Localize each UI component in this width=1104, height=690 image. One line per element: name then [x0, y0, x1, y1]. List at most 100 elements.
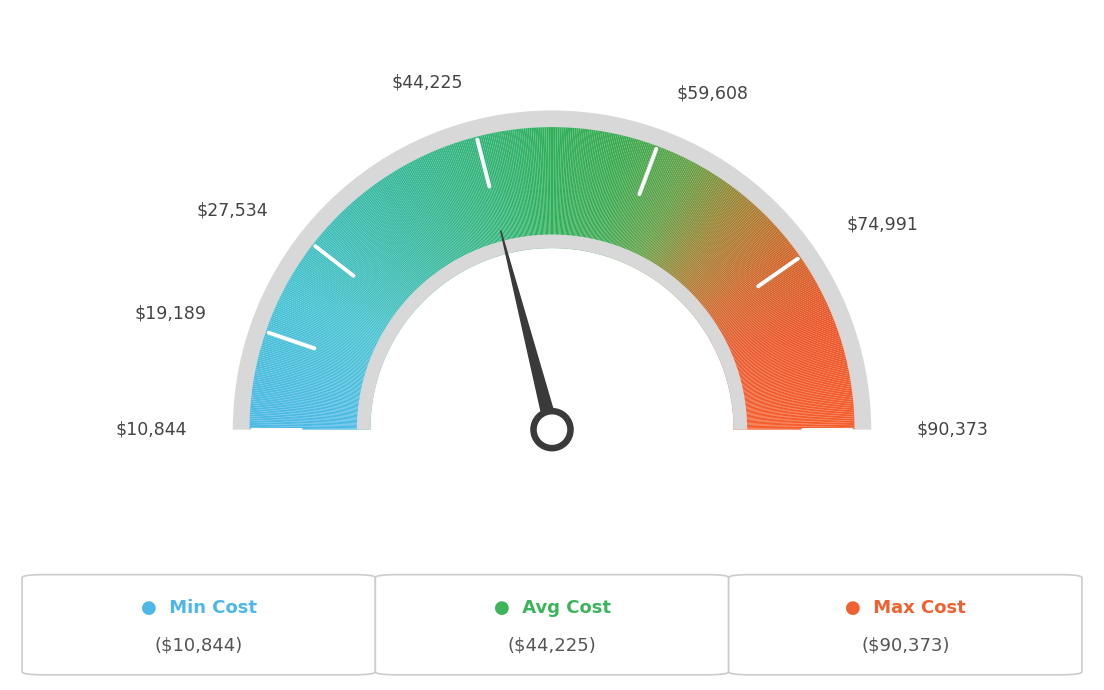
- Wedge shape: [671, 201, 752, 293]
- Text: $10,844: $10,844: [116, 421, 188, 439]
- Wedge shape: [296, 268, 399, 333]
- Wedge shape: [696, 244, 793, 319]
- Wedge shape: [713, 289, 820, 346]
- Wedge shape: [375, 183, 447, 282]
- Wedge shape: [410, 161, 468, 270]
- Wedge shape: [291, 274, 396, 337]
- Wedge shape: [716, 302, 827, 355]
- Wedge shape: [688, 230, 781, 310]
- Wedge shape: [697, 247, 795, 321]
- Wedge shape: [601, 138, 635, 255]
- Wedge shape: [596, 136, 627, 254]
- Wedge shape: [656, 181, 726, 282]
- Wedge shape: [453, 143, 493, 258]
- Wedge shape: [724, 335, 840, 373]
- Wedge shape: [680, 215, 766, 302]
- Wedge shape: [321, 233, 414, 312]
- Wedge shape: [556, 127, 562, 248]
- Wedge shape: [729, 360, 847, 389]
- Wedge shape: [622, 150, 670, 263]
- Wedge shape: [422, 156, 475, 266]
- Wedge shape: [329, 224, 418, 307]
- Wedge shape: [263, 338, 379, 376]
- Text: ($10,844): ($10,844): [155, 636, 243, 654]
- Wedge shape: [496, 132, 519, 251]
- Wedge shape: [716, 301, 827, 353]
- Wedge shape: [358, 197, 436, 290]
- Wedge shape: [733, 397, 853, 411]
- Wedge shape: [392, 172, 457, 276]
- Wedge shape: [565, 128, 576, 248]
- Wedge shape: [673, 205, 756, 296]
- Wedge shape: [562, 128, 571, 248]
- Wedge shape: [251, 397, 371, 411]
- Wedge shape: [665, 193, 742, 288]
- Wedge shape: [449, 144, 491, 259]
- Wedge shape: [719, 311, 831, 359]
- Wedge shape: [490, 133, 516, 252]
- Wedge shape: [677, 209, 761, 298]
- Wedge shape: [584, 132, 607, 251]
- Wedge shape: [699, 252, 798, 324]
- Wedge shape: [619, 149, 667, 262]
- Wedge shape: [396, 169, 459, 274]
- Wedge shape: [250, 418, 371, 424]
- Wedge shape: [704, 266, 807, 333]
- Wedge shape: [723, 331, 839, 371]
- Wedge shape: [338, 215, 424, 302]
- Wedge shape: [715, 297, 825, 351]
- Wedge shape: [700, 253, 799, 325]
- Wedge shape: [708, 274, 813, 337]
- Wedge shape: [280, 294, 390, 349]
- Wedge shape: [679, 213, 765, 300]
- Wedge shape: [707, 273, 811, 336]
- Wedge shape: [549, 127, 551, 248]
- Wedge shape: [698, 248, 796, 322]
- Wedge shape: [701, 258, 803, 328]
- Wedge shape: [586, 132, 611, 252]
- Wedge shape: [634, 159, 689, 268]
- Wedge shape: [729, 362, 847, 390]
- Wedge shape: [353, 200, 434, 293]
- Wedge shape: [666, 194, 743, 289]
- Wedge shape: [616, 146, 660, 260]
- Wedge shape: [343, 209, 427, 298]
- Wedge shape: [317, 238, 412, 316]
- Wedge shape: [539, 127, 545, 248]
- Wedge shape: [289, 279, 394, 340]
- Wedge shape: [692, 237, 786, 315]
- Wedge shape: [680, 216, 767, 302]
- Wedge shape: [614, 145, 656, 259]
- Wedge shape: [322, 231, 415, 311]
- Wedge shape: [386, 175, 454, 277]
- Wedge shape: [714, 296, 824, 351]
- Wedge shape: [617, 147, 661, 260]
- Wedge shape: [659, 186, 733, 284]
- Wedge shape: [733, 400, 853, 413]
- Wedge shape: [619, 148, 665, 262]
- Wedge shape: [501, 131, 522, 250]
- Wedge shape: [555, 127, 560, 248]
- Wedge shape: [732, 388, 852, 406]
- Wedge shape: [728, 353, 845, 384]
- Wedge shape: [293, 273, 397, 336]
- Wedge shape: [357, 235, 747, 430]
- Wedge shape: [474, 137, 506, 255]
- Wedge shape: [587, 132, 613, 252]
- Wedge shape: [684, 222, 774, 306]
- Wedge shape: [668, 197, 746, 290]
- Wedge shape: [412, 161, 468, 269]
- Wedge shape: [475, 137, 507, 254]
- Wedge shape: [726, 347, 843, 381]
- Wedge shape: [709, 275, 814, 338]
- Wedge shape: [416, 158, 471, 268]
- Wedge shape: [700, 255, 800, 326]
- Wedge shape: [499, 131, 521, 251]
- Wedge shape: [713, 290, 821, 347]
- Wedge shape: [667, 195, 745, 290]
- Wedge shape: [523, 128, 537, 249]
- Wedge shape: [714, 293, 822, 348]
- Wedge shape: [566, 128, 578, 249]
- Wedge shape: [482, 135, 511, 253]
- Wedge shape: [268, 322, 382, 366]
